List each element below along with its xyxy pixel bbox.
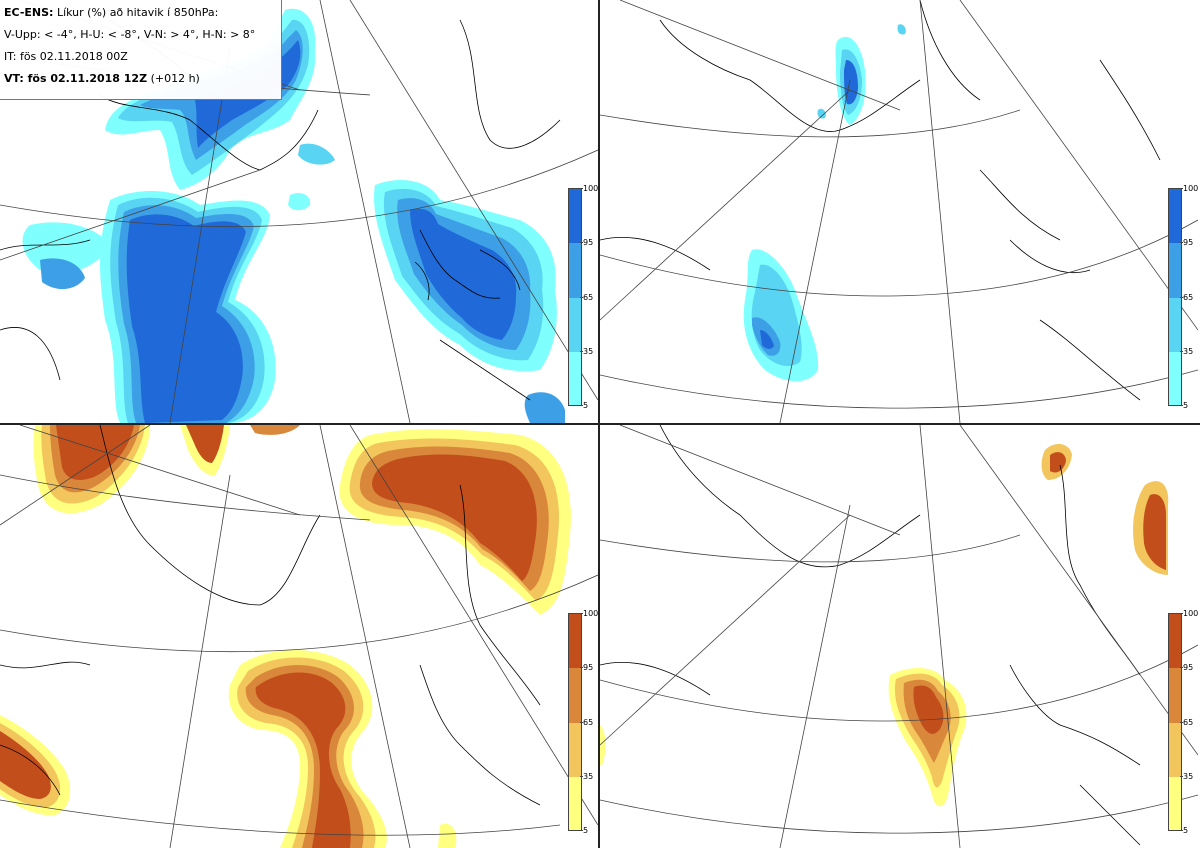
- figure-legend: EC-ENS: Líkur (%) að hitavik í 850hPa: V…: [0, 0, 282, 100]
- colorbar-segment: [569, 668, 581, 723]
- colorbar-segment: [1169, 298, 1181, 352]
- colorbar-segment: [569, 298, 581, 352]
- colorbar-segment: [1169, 189, 1181, 243]
- legend-lead-time: (+012 h): [150, 72, 200, 85]
- colorbar-warm-8-bar: [1168, 613, 1182, 831]
- colorbar-tickmark: [580, 722, 583, 723]
- probability-fill-warm-8: [600, 443, 1169, 807]
- map-cold-4: [0, 0, 598, 423]
- coastlines-warm-8: [600, 425, 1141, 846]
- colorbar-tickmark: [1180, 776, 1183, 777]
- panel-cold-4: EC-ENS: Líkur (%) að hitavik í 850hPa: V…: [0, 0, 598, 423]
- colorbar-tick-95: 95: [1183, 663, 1194, 672]
- colorbar-tick-5: 5: [583, 401, 589, 410]
- coastlines-cold-8: [600, 0, 1161, 401]
- colorbar-segment: [569, 723, 581, 777]
- legend-valid-time: VT: fös 02.11.2018 12Z: [4, 72, 148, 85]
- map-warm-8: [600, 425, 1198, 848]
- probability-fill-cold-4: [22, 8, 565, 423]
- colorbar-segment: [1169, 777, 1181, 830]
- colorbar-warm-4-bar: [568, 613, 582, 831]
- colorbar-tickmark: [1180, 405, 1183, 406]
- colorbar-segment: [1169, 614, 1181, 668]
- colorbar-tick-35: 35: [1183, 772, 1194, 781]
- colorbar-tick-95: 95: [583, 238, 594, 247]
- colorbar-tickmark: [1180, 297, 1183, 298]
- colorbar-tick-100: 100: [583, 609, 599, 618]
- colorbar-cold-8: 100 95 65 35 5: [1168, 184, 1200, 410]
- coastlines-warm-4: [0, 425, 541, 806]
- colorbar-segment: [569, 777, 581, 830]
- colorbar-tickmark: [580, 776, 583, 777]
- colorbar-warm-4: 100 95 65 35 5: [568, 609, 602, 835]
- panel-cold-8: [600, 0, 1198, 423]
- colorbar-tick-35: 35: [583, 772, 594, 781]
- model-name: EC-ENS:: [4, 6, 54, 19]
- graticule-warm-4: [0, 425, 598, 848]
- colorbar-segment: [1169, 723, 1181, 777]
- colorbar-tickmark: [1180, 613, 1183, 614]
- probability-fill-cold-8: [743, 24, 906, 382]
- legend-title-line: EC-ENS: Líkur (%) að hitavik í 850hPa:: [4, 2, 277, 24]
- legend-title: Líkur (%) að hitavik í 850hPa:: [56, 6, 219, 19]
- colorbar-tickmark: [580, 830, 583, 831]
- colorbar-tick-5: 5: [583, 826, 589, 835]
- colorbar-tick-100: 100: [1183, 609, 1199, 618]
- colorbar-tick-65: 65: [1183, 718, 1194, 727]
- graticule-cold-8: [600, 0, 1198, 423]
- colorbar-tick-95: 95: [1183, 238, 1194, 247]
- colorbar-tick-65: 65: [583, 293, 594, 302]
- panel-divider-horizontal: [0, 423, 1200, 425]
- legend-valid-time-line: VT: fös 02.11.2018 12Z (+012 h): [4, 68, 277, 90]
- colorbar-tick-100: 100: [583, 184, 599, 193]
- legend-thresholds: V-Upp: < -4°, H-U: < -8°, V-N: > 4°, H-N…: [4, 28, 256, 41]
- panel-warm-8: [600, 425, 1198, 848]
- legend-init-time: IT: fös 02.11.2018 00Z: [4, 50, 128, 63]
- colorbar-tickmark: [580, 297, 583, 298]
- colorbar-tick-100: 100: [1183, 184, 1199, 193]
- colorbar-segment: [569, 352, 581, 405]
- map-warm-4: [0, 425, 598, 848]
- colorbar-segment: [1169, 243, 1181, 298]
- colorbar-segment: [569, 189, 581, 243]
- colorbar-tickmark: [1180, 722, 1183, 723]
- colorbar-tick-5: 5: [1183, 401, 1189, 410]
- colorbar-tickmark: [1180, 667, 1183, 668]
- colorbar-tickmark: [1180, 188, 1183, 189]
- panel-warm-4: [0, 425, 598, 848]
- graticule-warm-8: [600, 425, 1198, 848]
- colorbar-cold-4: 100 95 65 35 5: [568, 184, 602, 410]
- colorbar-segment: [1169, 352, 1181, 405]
- colorbar-segment: [569, 243, 581, 298]
- colorbar-tickmark: [1180, 351, 1183, 352]
- colorbar-tickmark: [1180, 242, 1183, 243]
- colorbar-segment: [569, 614, 581, 668]
- colorbar-cold-8-bar: [1168, 188, 1182, 406]
- colorbar-tick-5: 5: [1183, 826, 1189, 835]
- colorbar-tickmark: [580, 613, 583, 614]
- colorbar-tickmark: [580, 667, 583, 668]
- colorbar-segment: [1169, 668, 1181, 723]
- colorbar-tickmark: [1180, 830, 1183, 831]
- map-cold-8: [600, 0, 1198, 423]
- probability-fill-warm-4: [0, 425, 571, 848]
- colorbar-tickmark: [580, 188, 583, 189]
- colorbar-tickmark: [580, 242, 583, 243]
- colorbar-tick-65: 65: [1183, 293, 1194, 302]
- colorbar-tickmark: [580, 405, 583, 406]
- colorbar-tick-35: 35: [583, 347, 594, 356]
- colorbar-tick-65: 65: [583, 718, 594, 727]
- colorbar-warm-8: 100 95 65 35 5: [1168, 609, 1200, 835]
- colorbar-tick-95: 95: [583, 663, 594, 672]
- colorbar-tickmark: [580, 351, 583, 352]
- colorbar-tick-35: 35: [1183, 347, 1194, 356]
